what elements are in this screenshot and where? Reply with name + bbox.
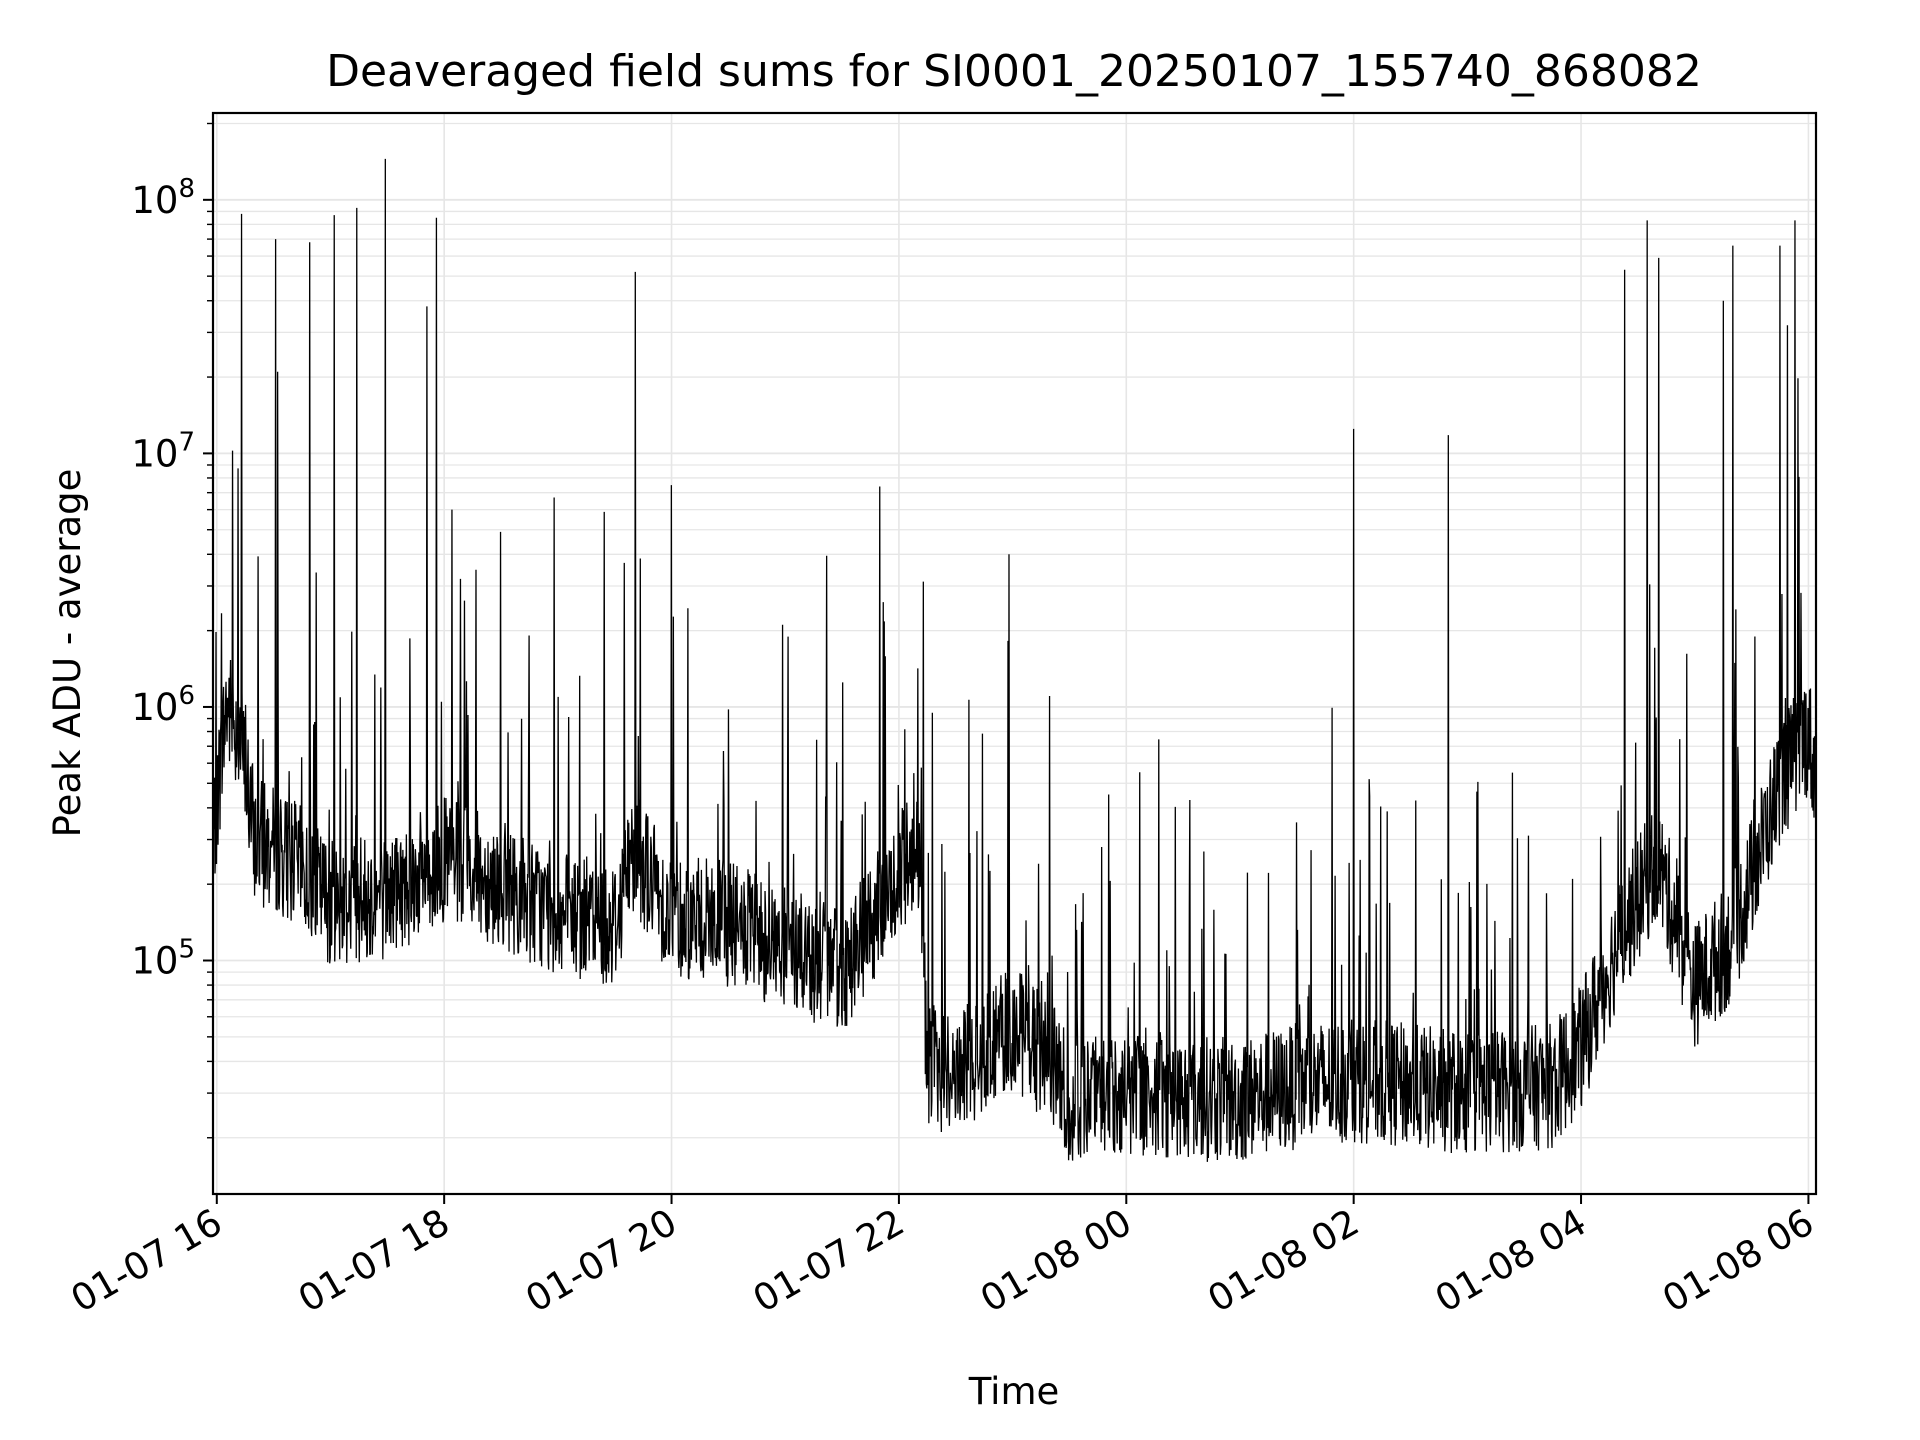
plot-frame: [211, 111, 1818, 1196]
y-tick-label: 107: [131, 427, 195, 475]
plot-area: [213, 158, 1816, 1162]
y-tick-label: 106: [131, 681, 195, 729]
y-tick-label: 105: [131, 935, 195, 983]
y-axis-label: Peak ADU - average: [46, 469, 89, 838]
series-line: [213, 158, 1816, 1162]
chart-title: Deaveraged field sums for SI0001_2025010…: [326, 46, 1702, 97]
x-axis-label: Time: [968, 1370, 1060, 1413]
y-axis-ticks: 105 106 107 108: [131, 122, 213, 1139]
y-tick-label: 108: [131, 174, 195, 222]
